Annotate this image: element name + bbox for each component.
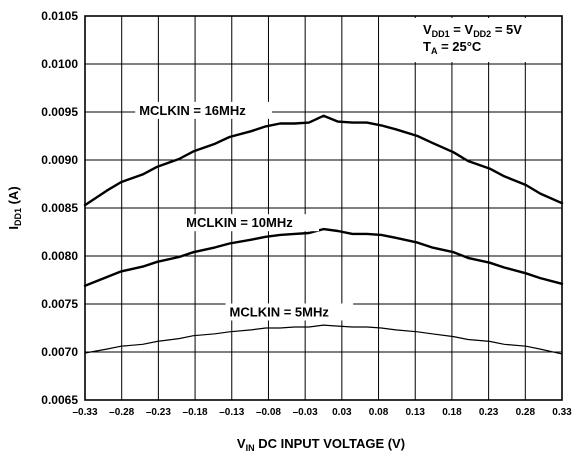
conditions-temp: TA = 25°C (423, 39, 482, 56)
x-tick-label: –0.23 (146, 407, 171, 418)
x-tick-label: –0.28 (109, 407, 134, 418)
x-tick-label: 0.28 (516, 407, 536, 418)
series-annotation-1: MCLKIN = 10MHz (186, 215, 293, 230)
y-tick-label: 0.0070 (41, 345, 78, 359)
x-tick-label: –0.03 (293, 407, 318, 418)
x-tick-label: –0.13 (219, 407, 244, 418)
conditions-vdd: VDD1 = VDD2 = 5V (423, 22, 522, 39)
x-tick-label: 0.33 (552, 407, 572, 418)
x-tick-label: 0.08 (369, 407, 389, 418)
series-line-2 (84, 324, 563, 355)
y-tick-label: 0.0105 (41, 9, 78, 23)
series-annotation-2: MCLKIN = 5MHz (230, 304, 330, 319)
plot-frame (84, 15, 563, 401)
annotation-background (225, 303, 354, 321)
x-tick-label: 0.23 (479, 407, 499, 418)
grid-lines (85, 16, 562, 400)
series-annotations: MCLKIN = 16MHz MCLKIN = 10MHz MCLKIN = 5MH… (135, 101, 354, 321)
y-tick-label: 0.0100 (41, 57, 78, 71)
x-tick-label: –0.33 (72, 407, 97, 418)
x-tick-label: 0.18 (442, 407, 462, 418)
y-tick-label: 0.0075 (41, 297, 78, 311)
series-annotation-0: MCLKIN = 16MHz (139, 103, 246, 118)
conditions-box (414, 18, 558, 62)
annotation-background (182, 214, 319, 232)
series-line-0 (83, 114, 564, 207)
x-axis-label: VIN DC INPUT VOLTAGE (V) (237, 436, 405, 453)
data-series (83, 114, 564, 355)
y-tick-label: 0.0095 (41, 105, 78, 119)
x-tick-label: –0.08 (256, 407, 281, 418)
y-tick-label: 0.0090 (41, 153, 78, 167)
x-tick-label: 0.03 (332, 407, 352, 418)
y-axis-label: IDD1 (A) (6, 186, 23, 229)
annotation-background (135, 101, 273, 119)
x-tick-label: –0.18 (183, 407, 208, 418)
y-tick-label: 0.0085 (41, 201, 78, 215)
y-tick-label: 0.0065 (41, 393, 78, 407)
y-tick-label: 0.0080 (41, 249, 78, 263)
y-tick-labels: 0.0065 0.0070 0.0075 0.0080 0.0085 0.0090 0.00… (41, 9, 78, 407)
x-tick-label: 0.13 (405, 407, 425, 418)
series-line-1 (83, 227, 564, 287)
x-tick-labels: –0.33 –0.28 –0.23 –0.18 –0.13 –0.08 –0.03 0.03 0… (72, 407, 572, 418)
